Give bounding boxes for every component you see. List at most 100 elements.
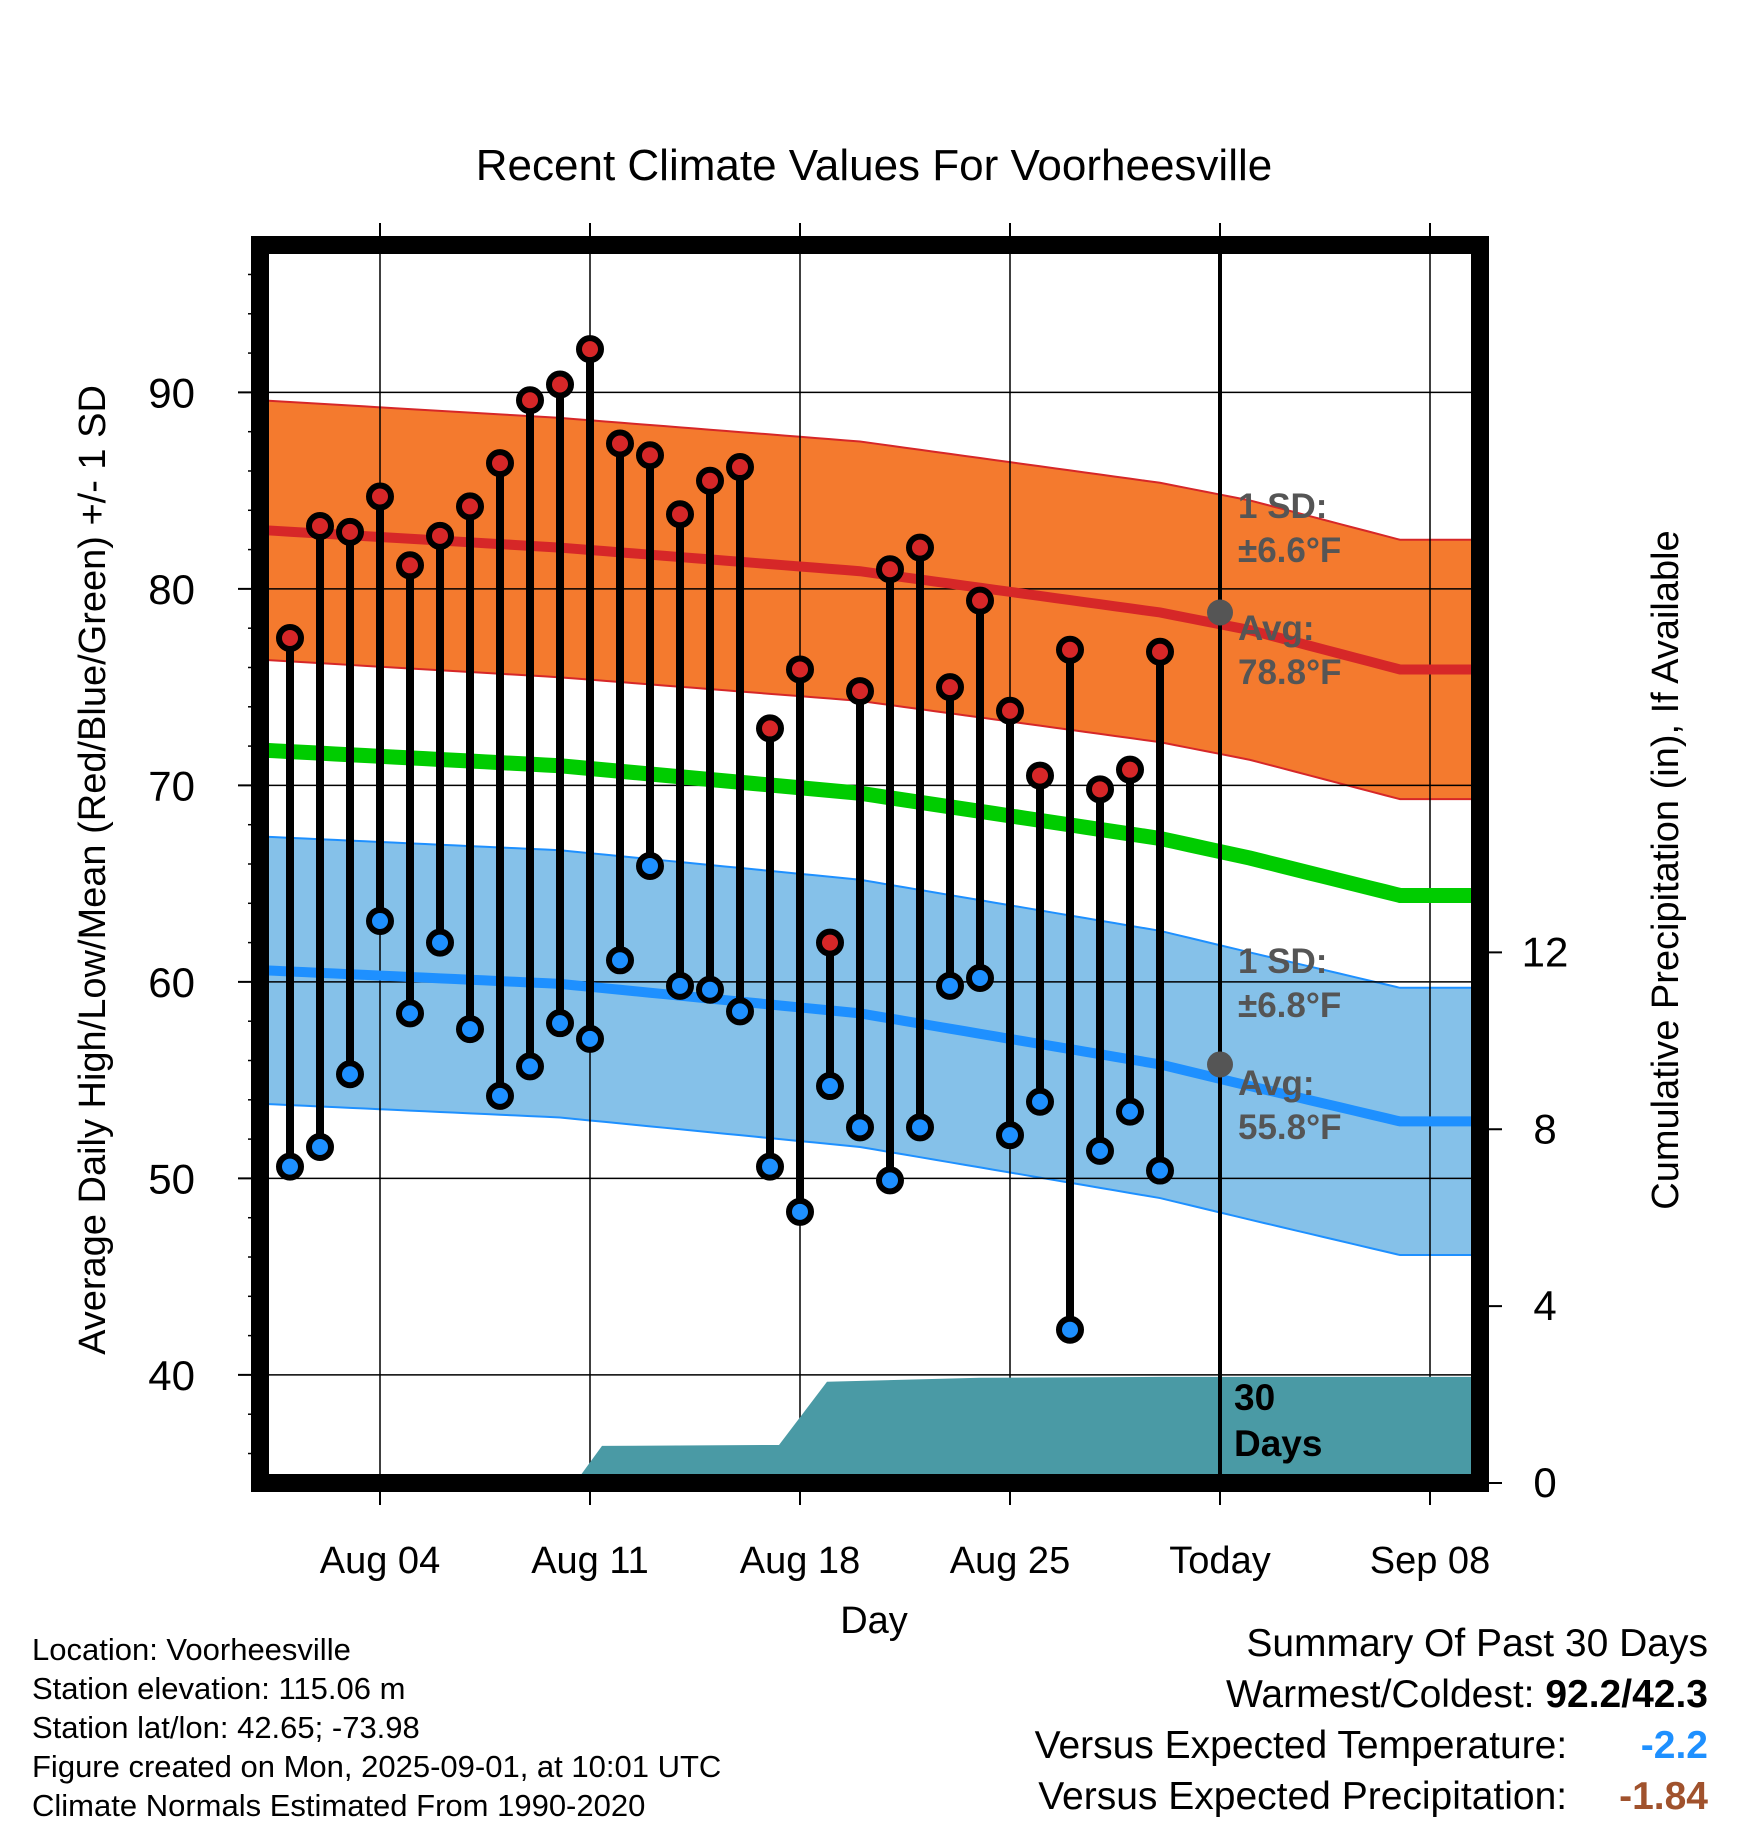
x-tick-label: Aug 25 (950, 1540, 1070, 1582)
station-info: Location: Voorheesville Station elevatio… (32, 1630, 932, 1825)
precip-label: Versus Expected Precipitation: (1038, 1775, 1568, 1818)
low-avg-label: Avg: (1238, 1064, 1314, 1103)
elevation-text: Station elevation: 115.06 m (32, 1671, 406, 1706)
x-tick-label: Aug 11 (531, 1540, 649, 1582)
low-band-lower-edge (259, 1102, 1481, 1257)
daily-high-point (816, 928, 844, 957)
precip-window-label-number: 30 (1234, 1377, 1275, 1418)
normal-lines (259, 524, 1481, 1127)
y-right-tick-label: 12 (1522, 928, 1569, 975)
daily-low-point (786, 1197, 814, 1226)
daily-low-point (966, 963, 994, 992)
daily-range-stems (286, 349, 1164, 1330)
sd-bands (259, 399, 1481, 1257)
created-text: Figure created on Mon, 2025-09-01, at 10… (32, 1749, 722, 1784)
daily-high-point (906, 533, 934, 562)
daily-low-point (546, 1009, 574, 1038)
low-band-upper-edge (259, 835, 1481, 989)
low-avg-value: 55.8°F (1238, 1108, 1342, 1147)
low-sd-value: ±6.8°F (1238, 986, 1341, 1025)
y-tick-label: 90 (148, 369, 195, 416)
daily-high-point (1116, 755, 1144, 784)
daily-high-point (966, 586, 994, 615)
location-text: Location: Voorheesville (32, 1632, 351, 1667)
high-band-lower-edge (259, 658, 1481, 801)
daily-high-point (996, 696, 1024, 725)
daily-high-point (606, 429, 634, 458)
precipitation-area (575, 1376, 1481, 1483)
daily-low-point (1146, 1156, 1174, 1185)
x-tick-label: Aug 04 (320, 1540, 440, 1582)
summary-precip: Versus Expected Precipitation: -1.84 (808, 1771, 1708, 1822)
daily-high-point (486, 449, 514, 478)
daily-low-point (666, 971, 694, 1000)
daily-low-point (696, 975, 724, 1004)
annotations: 1 SD: ±6.6°F Avg: 78.8°F 1 SD: ±6.8°F Avg: 55.8… (1207, 487, 1342, 1464)
daily-high-point (516, 386, 544, 415)
normals-text: Climate Normals Estimated From 1990-2020 (32, 1788, 646, 1823)
daily-high-point (1086, 775, 1114, 804)
warm-cold-value: 92.2/42.3 (1545, 1673, 1708, 1716)
daily-low-point (936, 971, 964, 1000)
daily-high-point (636, 441, 664, 470)
normal-mean-line (259, 742, 1481, 903)
daily-high-point (1026, 761, 1054, 790)
x-tick-label: Aug 18 (740, 1540, 860, 1582)
daily-high-point (846, 677, 874, 706)
precip-value: -1.84 (1619, 1775, 1708, 1818)
high-sd-label: 1 SD: (1238, 487, 1327, 526)
daily-low-point (1116, 1097, 1144, 1126)
daily-high-point (456, 492, 484, 521)
daily-low-point (366, 906, 394, 935)
daily-low-point (396, 999, 424, 1028)
daily-low-point (306, 1132, 334, 1161)
daily-high-point (336, 517, 364, 546)
daily-high-point (576, 335, 604, 364)
precip-window-label-unit: Days (1234, 1423, 1322, 1464)
x-axis-label: Day (840, 1600, 908, 1642)
daily-high-point (306, 512, 334, 541)
high-sd-value: ±6.6°F (1238, 531, 1341, 570)
low-sd-band (260, 836, 1481, 1256)
daily-low-point (426, 928, 454, 957)
normal-low-line (259, 965, 1481, 1127)
chart-title: Recent Climate Values For Voorheesville (476, 141, 1272, 190)
daily-low-point (336, 1060, 364, 1089)
daily-low-point (486, 1081, 514, 1110)
daily-high-point (276, 624, 304, 653)
x-tick-label: Today (1169, 1540, 1270, 1582)
daily-low-point (456, 1015, 484, 1044)
y-right-tick-label: 4 (1533, 1282, 1556, 1329)
daily-low-point (906, 1113, 934, 1142)
today-low-avg-marker (1207, 1051, 1233, 1078)
daily-high-point (666, 500, 694, 529)
daily-low-point (756, 1152, 784, 1181)
daily-high-point (396, 551, 424, 580)
summary-warm-cold: Warmest/Coldest: 92.2/42.3 (808, 1669, 1708, 1720)
temp-value: -2.2 (1640, 1724, 1708, 1767)
warm-cold-label: Warmest/Coldest: (1226, 1673, 1535, 1716)
daily-high-point (1056, 635, 1084, 664)
daily-high-point (1146, 637, 1174, 666)
daily-high-point (546, 370, 574, 399)
y-axis-label-right: Cumulative Precipitation (in), If Availa… (1645, 530, 1687, 1209)
daily-high-point (696, 466, 724, 495)
daily-points (276, 335, 1174, 1344)
daily-low-point (606, 946, 634, 975)
daily-low-point (996, 1121, 1024, 1150)
daily-low-point (876, 1166, 904, 1195)
daily-low-point (1026, 1087, 1054, 1116)
y-right-tick-label: 8 (1533, 1105, 1556, 1152)
high-avg-label: Avg: (1238, 609, 1314, 648)
latlon-text: Station lat/lon: 42.65; -73.98 (32, 1710, 420, 1745)
y-right-tick-label: 0 (1533, 1459, 1556, 1506)
axis-ticks: 40 50 60 70 80 90 0 4 8 12 Aug 04 Aug 11 Aug 18 Aug 2… (148, 223, 1568, 1582)
y-tick-label: 50 (148, 1155, 195, 1202)
daily-high-point (756, 714, 784, 743)
y-tick-label: 70 (148, 762, 195, 809)
daily-low-point (726, 997, 754, 1026)
high-avg-value: 78.8°F (1238, 653, 1342, 692)
daily-low-point (276, 1152, 304, 1181)
high-band-upper-edge (259, 399, 1481, 541)
